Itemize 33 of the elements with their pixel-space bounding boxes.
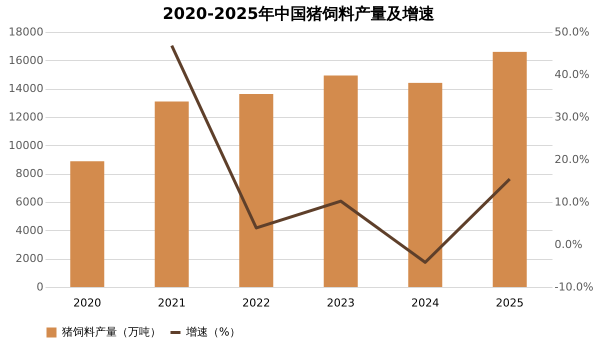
y2-tick-label: 20.0% — [554, 153, 590, 166]
y-tick-label: 0 — [36, 280, 44, 294]
y-tick-label: 4000 — [16, 224, 44, 237]
y-tick-label: 10000 — [8, 138, 44, 152]
y-tick-label: 6000 — [16, 196, 44, 208]
y-tick-label: 12000 — [8, 110, 44, 124]
y2-tick-label: 50.0% — [554, 26, 590, 38]
x-tick-label: 2023 — [326, 296, 355, 310]
legend-label: 猪饲料产量（万吨） — [62, 326, 161, 338]
x-tick-label: 2021 — [158, 296, 186, 310]
x-tick-label: 2022 — [242, 296, 270, 310]
chart-title: 2020-2025年中国猪饲料产量及增速 — [162, 4, 436, 23]
x-tick-label: 2025 — [496, 296, 524, 310]
y2-tick-label: -10.0% — [554, 280, 594, 294]
legend-label: 增速（%） — [185, 326, 240, 338]
y-tick-label: 14000 — [8, 82, 44, 96]
bar — [492, 52, 527, 287]
bar — [70, 161, 104, 287]
y2-tick-label: 10.0% — [554, 196, 590, 208]
bar — [408, 82, 442, 287]
y-tick-label: 2000 — [16, 252, 44, 266]
x-tick-label: 2024 — [411, 296, 440, 310]
y-tick-label: 8000 — [16, 167, 44, 180]
line-series — [170, 44, 512, 264]
y-tick-label: 18000 — [8, 26, 44, 38]
x-tick-label: 2020 — [73, 296, 102, 310]
y2-tick-label: 0.0% — [554, 238, 582, 251]
bar — [239, 94, 274, 287]
y2-tick-label: 30.0% — [554, 110, 590, 124]
bar — [324, 75, 358, 287]
y2-tick-label: 40.0% — [554, 68, 590, 81]
bar — [154, 102, 189, 287]
y-tick-label: 16000 — [8, 54, 44, 67]
